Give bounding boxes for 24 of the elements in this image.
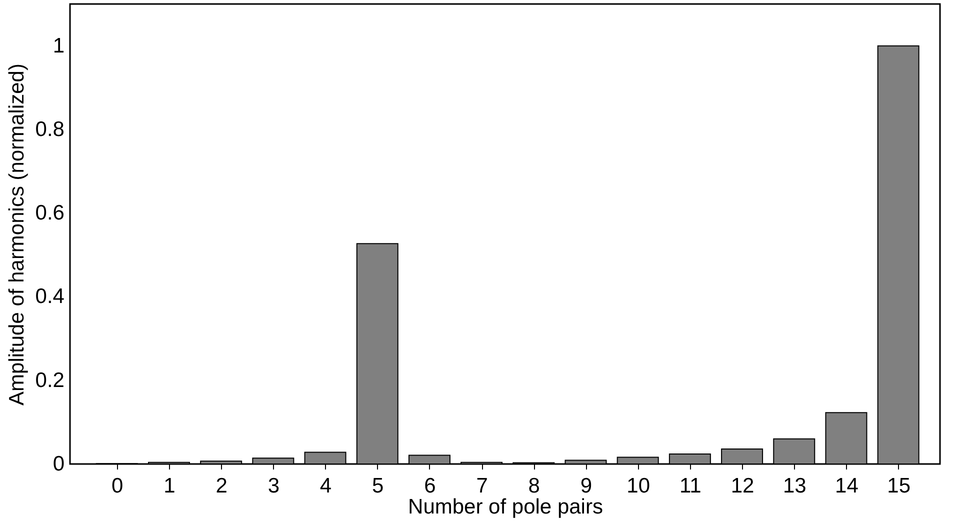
- x-tick-label: 14: [835, 474, 859, 498]
- x-tick-label: 4: [320, 474, 332, 498]
- x-tick-label: 13: [782, 474, 806, 498]
- y-tick-label: 0.6: [35, 202, 64, 225]
- x-tick-label: 10: [626, 474, 650, 498]
- x-tick-label: 6: [424, 474, 436, 498]
- y-tick-label: 0.8: [35, 118, 64, 141]
- x-tick-label: 0: [112, 474, 124, 498]
- x-axis-title: Number of pole pairs: [408, 496, 603, 518]
- y-tick-label: 0: [52, 452, 64, 476]
- x-tick-label: 7: [476, 474, 488, 498]
- y-tick-label: 1: [52, 34, 64, 58]
- x-tick-label: 8: [528, 474, 540, 498]
- x-tick-label: 11: [680, 474, 702, 498]
- y-axis-title: Amplitude of harmonics (normalized): [5, 64, 28, 406]
- x-tick-label: 5: [372, 474, 384, 498]
- y-tick-label: 0.4: [35, 285, 65, 308]
- x-tick-label: 15: [887, 474, 911, 498]
- x-tick-label: 3: [268, 474, 280, 498]
- x-tick-label: 2: [216, 474, 228, 498]
- x-tick-label: 12: [730, 474, 754, 498]
- x-tick-label: 9: [580, 474, 592, 498]
- x-tick-label: 1: [164, 474, 176, 498]
- y-tick-label: 0.2: [35, 368, 64, 392]
